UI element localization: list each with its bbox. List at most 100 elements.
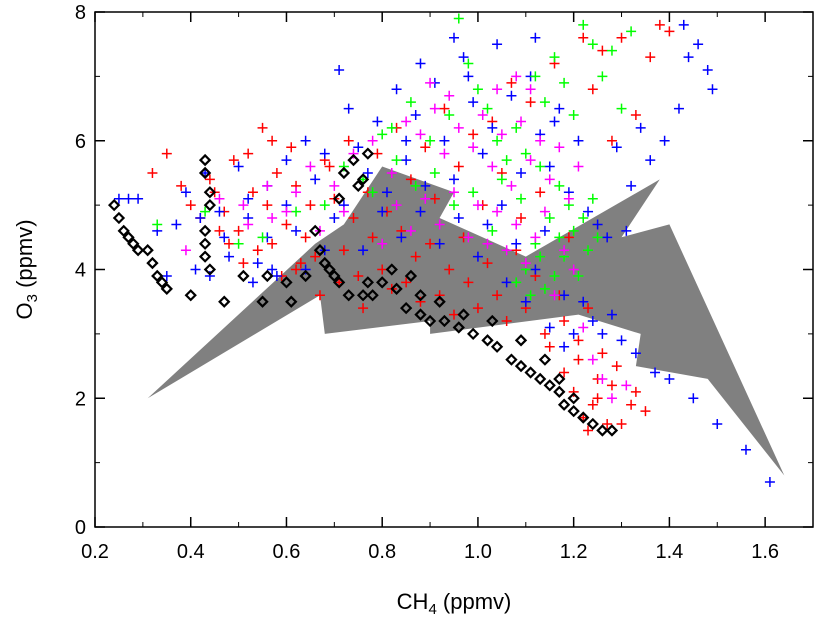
diamond-marker <box>356 173 370 186</box>
y-tick-label: 4 <box>75 260 86 282</box>
plus-marker <box>511 238 522 249</box>
diamond-marker <box>332 192 346 205</box>
plus-marker <box>204 174 215 185</box>
plus-marker <box>568 225 579 236</box>
plus-marker <box>492 206 503 217</box>
plus-marker <box>535 161 546 172</box>
plus-marker <box>329 213 340 223</box>
plus-marker <box>630 386 641 397</box>
y-axis-title-base: O <box>12 302 37 319</box>
diamond-marker <box>481 334 494 347</box>
plus-marker <box>563 193 574 204</box>
plus-marker <box>549 290 560 301</box>
x-tick-label: 0.6 <box>273 541 301 563</box>
plus-marker <box>420 193 431 204</box>
diamond-marker <box>107 198 121 212</box>
plus-marker <box>310 174 321 185</box>
plus-marker <box>271 167 282 178</box>
plus-marker <box>525 290 536 301</box>
plus-marker <box>271 270 282 281</box>
diamond-marker <box>160 282 173 295</box>
diamond-marker <box>452 321 465 334</box>
region-layer <box>147 166 785 476</box>
diamond-marker <box>404 269 418 283</box>
x-axis-title-subscript: 4 <box>428 601 436 618</box>
plus-marker <box>501 155 512 166</box>
plus-marker <box>702 64 713 75</box>
plus-marker <box>626 399 637 410</box>
plus-marker <box>449 32 459 43</box>
plus-marker <box>525 97 536 108</box>
plus-marker <box>678 19 689 30</box>
plus-marker <box>281 219 292 230</box>
series-2 <box>152 13 637 301</box>
plus-marker <box>224 251 235 262</box>
diamond-marker <box>414 289 427 302</box>
x-axis-ticks: 0.2 0.4 0.6 0.8 1.0 1.2 1.4 1.6 <box>81 12 814 563</box>
plus-marker <box>219 232 230 243</box>
plus-marker <box>214 206 225 217</box>
diamond-marker <box>203 198 217 212</box>
plus-marker <box>401 155 412 166</box>
plus-marker <box>425 238 436 249</box>
plus-marker <box>247 277 258 288</box>
plus-marker <box>501 245 512 256</box>
plus-marker <box>324 161 335 172</box>
y-axis-ticks: 0 2 4 6 8 <box>75 2 813 539</box>
plus-marker <box>310 251 321 262</box>
x-axis-title-rest: (ppmv) <box>437 589 512 614</box>
diamond-marker <box>323 263 336 276</box>
series-4 <box>107 147 619 437</box>
x-tick-label: 1.6 <box>751 541 779 563</box>
diamond-marker <box>112 211 126 225</box>
plus-marker <box>161 148 172 159</box>
x-tick-label: 1.0 <box>464 541 492 563</box>
plus-marker <box>621 380 632 391</box>
diamond-marker <box>117 224 130 238</box>
x-tick-label: 0.4 <box>177 541 205 563</box>
plus-marker <box>262 200 273 211</box>
plus-marker <box>233 161 244 172</box>
plus-marker <box>171 219 182 230</box>
y-tick-label: 0 <box>75 517 86 539</box>
plus-marker <box>381 187 392 198</box>
diamond-marker <box>390 282 403 295</box>
plus-marker <box>449 187 459 198</box>
plus-marker <box>468 187 479 198</box>
plus-marker <box>664 26 675 37</box>
plus-marker <box>506 180 517 191</box>
plus-marker <box>257 122 268 133</box>
plus-marker <box>650 367 661 378</box>
plus-marker <box>367 232 378 243</box>
y-axis-title-rest: (ppmv) <box>12 219 37 294</box>
plus-marker <box>496 129 507 140</box>
series-3 <box>180 71 632 404</box>
plus-marker <box>463 58 474 69</box>
plus-marker <box>449 174 459 185</box>
plus-marker <box>233 238 244 249</box>
plus-marker <box>511 71 522 82</box>
plus-marker <box>587 354 598 365</box>
plus-marker <box>204 270 215 281</box>
plus-marker <box>602 232 613 243</box>
plus-marker <box>587 399 598 410</box>
diamond-marker <box>490 340 504 353</box>
y-tick-label: 8 <box>75 2 86 24</box>
plus-marker <box>420 180 431 191</box>
diamond-marker <box>438 314 451 328</box>
plus-marker <box>386 122 397 133</box>
plus-marker <box>176 180 187 191</box>
plus-marker <box>559 367 570 378</box>
plus-marker <box>640 406 651 417</box>
gray-region <box>147 166 785 476</box>
plus-marker <box>587 316 598 326</box>
plus-marker <box>554 142 565 153</box>
plus-marker <box>377 206 388 217</box>
plus-marker <box>683 52 694 63</box>
plus-marker <box>487 225 498 236</box>
plus-marker <box>190 264 201 275</box>
plus-marker <box>291 225 302 236</box>
plus-marker <box>463 232 474 243</box>
plus-marker <box>764 476 775 487</box>
plus-marker <box>511 219 522 230</box>
